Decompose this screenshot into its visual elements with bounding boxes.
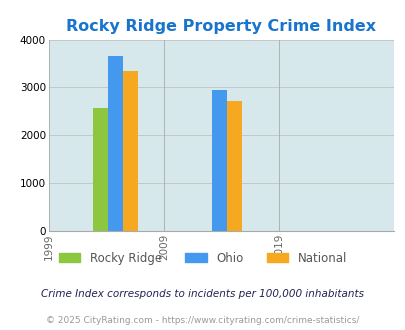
Legend: Rocky Ridge, Ohio, National: Rocky Ridge, Ohio, National [54, 247, 351, 269]
Bar [93, 108, 108, 231]
Bar [123, 71, 138, 231]
Bar [211, 90, 226, 231]
Title: Rocky Ridge Property Crime Index: Rocky Ridge Property Crime Index [66, 19, 375, 34]
Bar [108, 56, 123, 231]
Text: © 2025 CityRating.com - https://www.cityrating.com/crime-statistics/: © 2025 CityRating.com - https://www.city… [46, 316, 359, 325]
Bar [226, 101, 241, 231]
Text: Crime Index corresponds to incidents per 100,000 inhabitants: Crime Index corresponds to incidents per… [41, 289, 364, 299]
